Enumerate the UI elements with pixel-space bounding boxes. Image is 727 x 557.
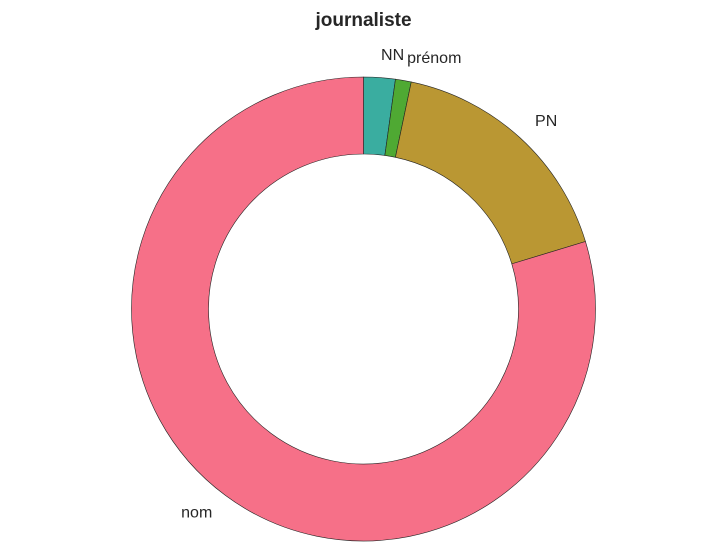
chart-title: journaliste xyxy=(315,10,412,31)
slice-label-prénom: prénom xyxy=(407,50,461,67)
slice-label-nom: nom xyxy=(181,504,212,521)
slice-nom xyxy=(131,76,596,542)
slice-PN xyxy=(395,81,586,265)
labels-group: NN prénom PN nom xyxy=(181,47,557,521)
slice-label-NN: NN xyxy=(381,47,404,64)
slices-group xyxy=(131,76,596,542)
slice-label-PN: PN xyxy=(535,113,557,130)
